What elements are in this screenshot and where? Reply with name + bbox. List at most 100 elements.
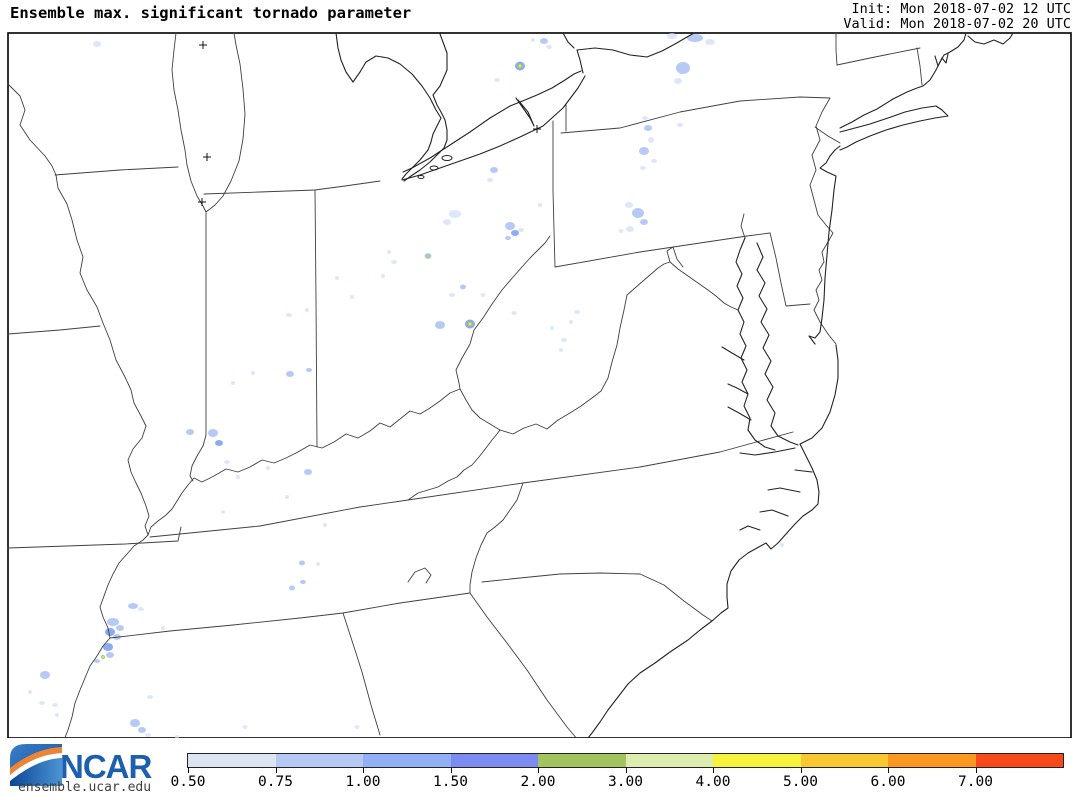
lake-erie-islands bbox=[417, 155, 453, 179]
parameter-blob bbox=[231, 381, 235, 385]
lake-michigan-west-shore bbox=[171, 32, 207, 213]
long-island bbox=[839, 105, 949, 151]
parameter-blob bbox=[559, 348, 563, 352]
parameter-blob bbox=[221, 510, 225, 514]
parameter-blob bbox=[130, 719, 140, 727]
valid-time: Valid: Mon 2018-07-02 20 UTC bbox=[843, 15, 1071, 32]
parameter-blob bbox=[427, 255, 429, 257]
parameter-blob bbox=[286, 371, 294, 377]
parameter-blob bbox=[145, 733, 151, 737]
site-url: ensemble.ucar.edu bbox=[18, 780, 152, 795]
parameter-blob bbox=[538, 203, 542, 207]
parameter-blob bbox=[251, 371, 255, 375]
parameter-blob bbox=[705, 39, 715, 45]
parameter-blob bbox=[138, 727, 146, 733]
parameter-blob bbox=[540, 38, 548, 44]
coastlines bbox=[335, 32, 1014, 739]
ncar-logo-icon bbox=[10, 744, 62, 786]
run-times: Init: Mon 2018-07-02 12 UTC Valid: Mon 2… bbox=[843, 2, 1071, 31]
parameter-blob bbox=[381, 274, 385, 278]
parameter-blob bbox=[505, 236, 511, 240]
parameter-blob bbox=[518, 64, 522, 68]
parameter-blob bbox=[651, 159, 657, 163]
parameter-blob bbox=[639, 147, 649, 155]
parameter-blob bbox=[236, 475, 240, 479]
parameter-blob bbox=[215, 440, 223, 446]
parameter-blob bbox=[640, 219, 648, 225]
parameter-blob bbox=[102, 656, 104, 658]
parameter-blob bbox=[289, 585, 295, 591]
parameter-blob bbox=[490, 167, 498, 173]
parameter-blob bbox=[94, 659, 100, 663]
parameter-blob bbox=[481, 293, 485, 297]
parameter-blob bbox=[561, 338, 567, 342]
parameter-blob bbox=[306, 368, 312, 372]
parameter-blob bbox=[468, 322, 472, 326]
init-time: Init: Mon 2018-07-02 12 UTC bbox=[851, 1, 1071, 17]
parameter-blob bbox=[640, 166, 646, 170]
parameter-blob bbox=[677, 123, 683, 127]
parameter-blob bbox=[625, 202, 633, 208]
parameter-blob bbox=[266, 466, 270, 470]
parameter-blob bbox=[667, 33, 677, 39]
parameter-blob bbox=[93, 41, 101, 47]
parameter-blob bbox=[40, 671, 50, 679]
lake-ontario-south-shore bbox=[576, 32, 695, 58]
parameter-blob bbox=[138, 607, 144, 611]
parameter-blob bbox=[511, 230, 519, 236]
parameter-blob bbox=[55, 713, 59, 717]
parameter-blob bbox=[355, 725, 359, 729]
parameter-blob bbox=[435, 321, 445, 329]
tornado-parameter-blobs bbox=[28, 33, 784, 739]
parameter-blob bbox=[460, 284, 466, 290]
ncar-wordmark: NCAR bbox=[60, 748, 152, 785]
parameter-blob bbox=[323, 523, 327, 527]
parameter-blob bbox=[304, 469, 312, 475]
state-boundaries bbox=[7, 32, 923, 741]
parameter-blob bbox=[619, 229, 623, 233]
parameter-blob bbox=[286, 313, 292, 317]
parameter-blob bbox=[494, 78, 500, 82]
parameter-blob bbox=[531, 38, 535, 42]
parameter-blob bbox=[305, 308, 309, 312]
lake-erie-north-shore bbox=[402, 70, 582, 173]
parameter-blob bbox=[642, 116, 648, 120]
parameter-blob bbox=[243, 725, 247, 729]
parameter-blob bbox=[550, 326, 554, 330]
parameter-blob bbox=[224, 460, 230, 464]
footer bbox=[0, 738, 1080, 800]
mississippi-river bbox=[7, 83, 150, 741]
parameter-blob bbox=[449, 210, 461, 218]
parameter-blob bbox=[644, 125, 652, 131]
parameter-blob bbox=[39, 701, 45, 705]
parameter-blob bbox=[626, 226, 634, 232]
parameter-blob bbox=[161, 626, 165, 630]
parameter-blob bbox=[103, 643, 113, 651]
parameter-blob bbox=[511, 311, 517, 315]
ohio-river bbox=[147, 235, 551, 536]
parameter-blob bbox=[128, 603, 138, 609]
parameter-blob bbox=[443, 219, 451, 225]
parameter-blob bbox=[574, 310, 580, 314]
parameter-blob bbox=[780, 543, 784, 547]
parameter-blob bbox=[632, 208, 644, 218]
outer-banks bbox=[711, 443, 820, 622]
parameter-blob bbox=[316, 562, 320, 566]
parameter-blob bbox=[687, 34, 703, 42]
parameter-blob bbox=[106, 652, 114, 658]
lake-michigan-east-shore bbox=[205, 32, 246, 213]
parameter-blob bbox=[391, 260, 397, 264]
parameter-blob bbox=[116, 625, 124, 631]
parameter-blob bbox=[52, 703, 58, 707]
chesapeake-west-shore bbox=[735, 237, 776, 451]
parameter-blob bbox=[648, 137, 654, 143]
parameter-blob bbox=[299, 560, 305, 566]
map-frame bbox=[7, 32, 1072, 739]
parameter-blob bbox=[208, 429, 218, 437]
parameter-blob bbox=[569, 320, 573, 324]
parameter-blob bbox=[186, 429, 194, 435]
parameter-blob bbox=[449, 293, 455, 297]
parameter-blob bbox=[350, 295, 354, 299]
parameter-blob bbox=[546, 45, 552, 49]
